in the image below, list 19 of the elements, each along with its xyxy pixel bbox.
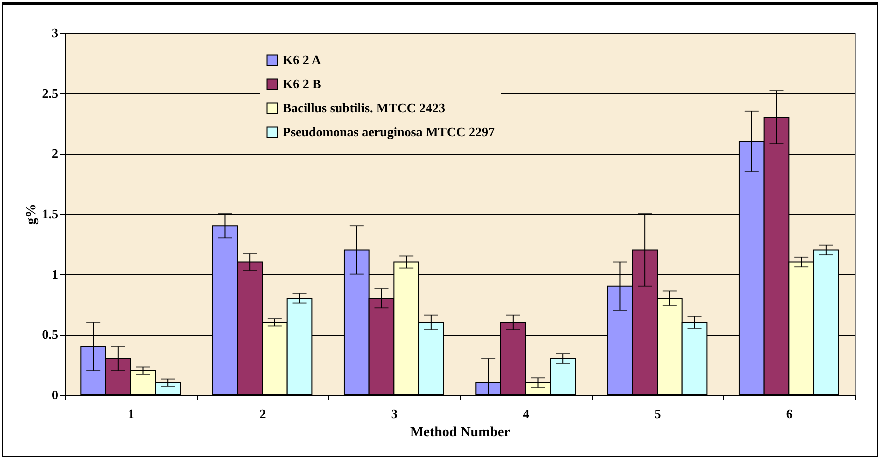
x-tick-label: 2 [260,406,266,422]
legend-label: K6 2 A [283,52,322,68]
y-tick-label: 0 [52,388,58,402]
legend-label: Bacillus subtilis. MTCC 2423 [283,100,446,116]
y-tick-label: 1 [52,266,58,282]
y-axis-title: g% [24,204,40,225]
x-axis-title: Method Number [410,426,510,440]
x-tick-label: 3 [391,406,398,422]
y-tick-label: 0.5 [42,327,59,342]
legend-label: Pseudomonas aeruginosa MTCC 2297 [283,124,496,140]
y-tick-label: 2.5 [42,86,59,101]
x-tick-label: 1 [128,406,135,422]
y-tick-label: 2 [52,146,58,162]
y-tick-label: 1.5 [42,206,59,222]
x-tick-label: 6 [786,406,794,422]
x-tick-label: 5 [654,406,662,422]
legend-label: K6 2 B [283,76,322,92]
x-tick-label: 4 [523,406,530,422]
y-tick-label: 3 [52,26,59,40]
